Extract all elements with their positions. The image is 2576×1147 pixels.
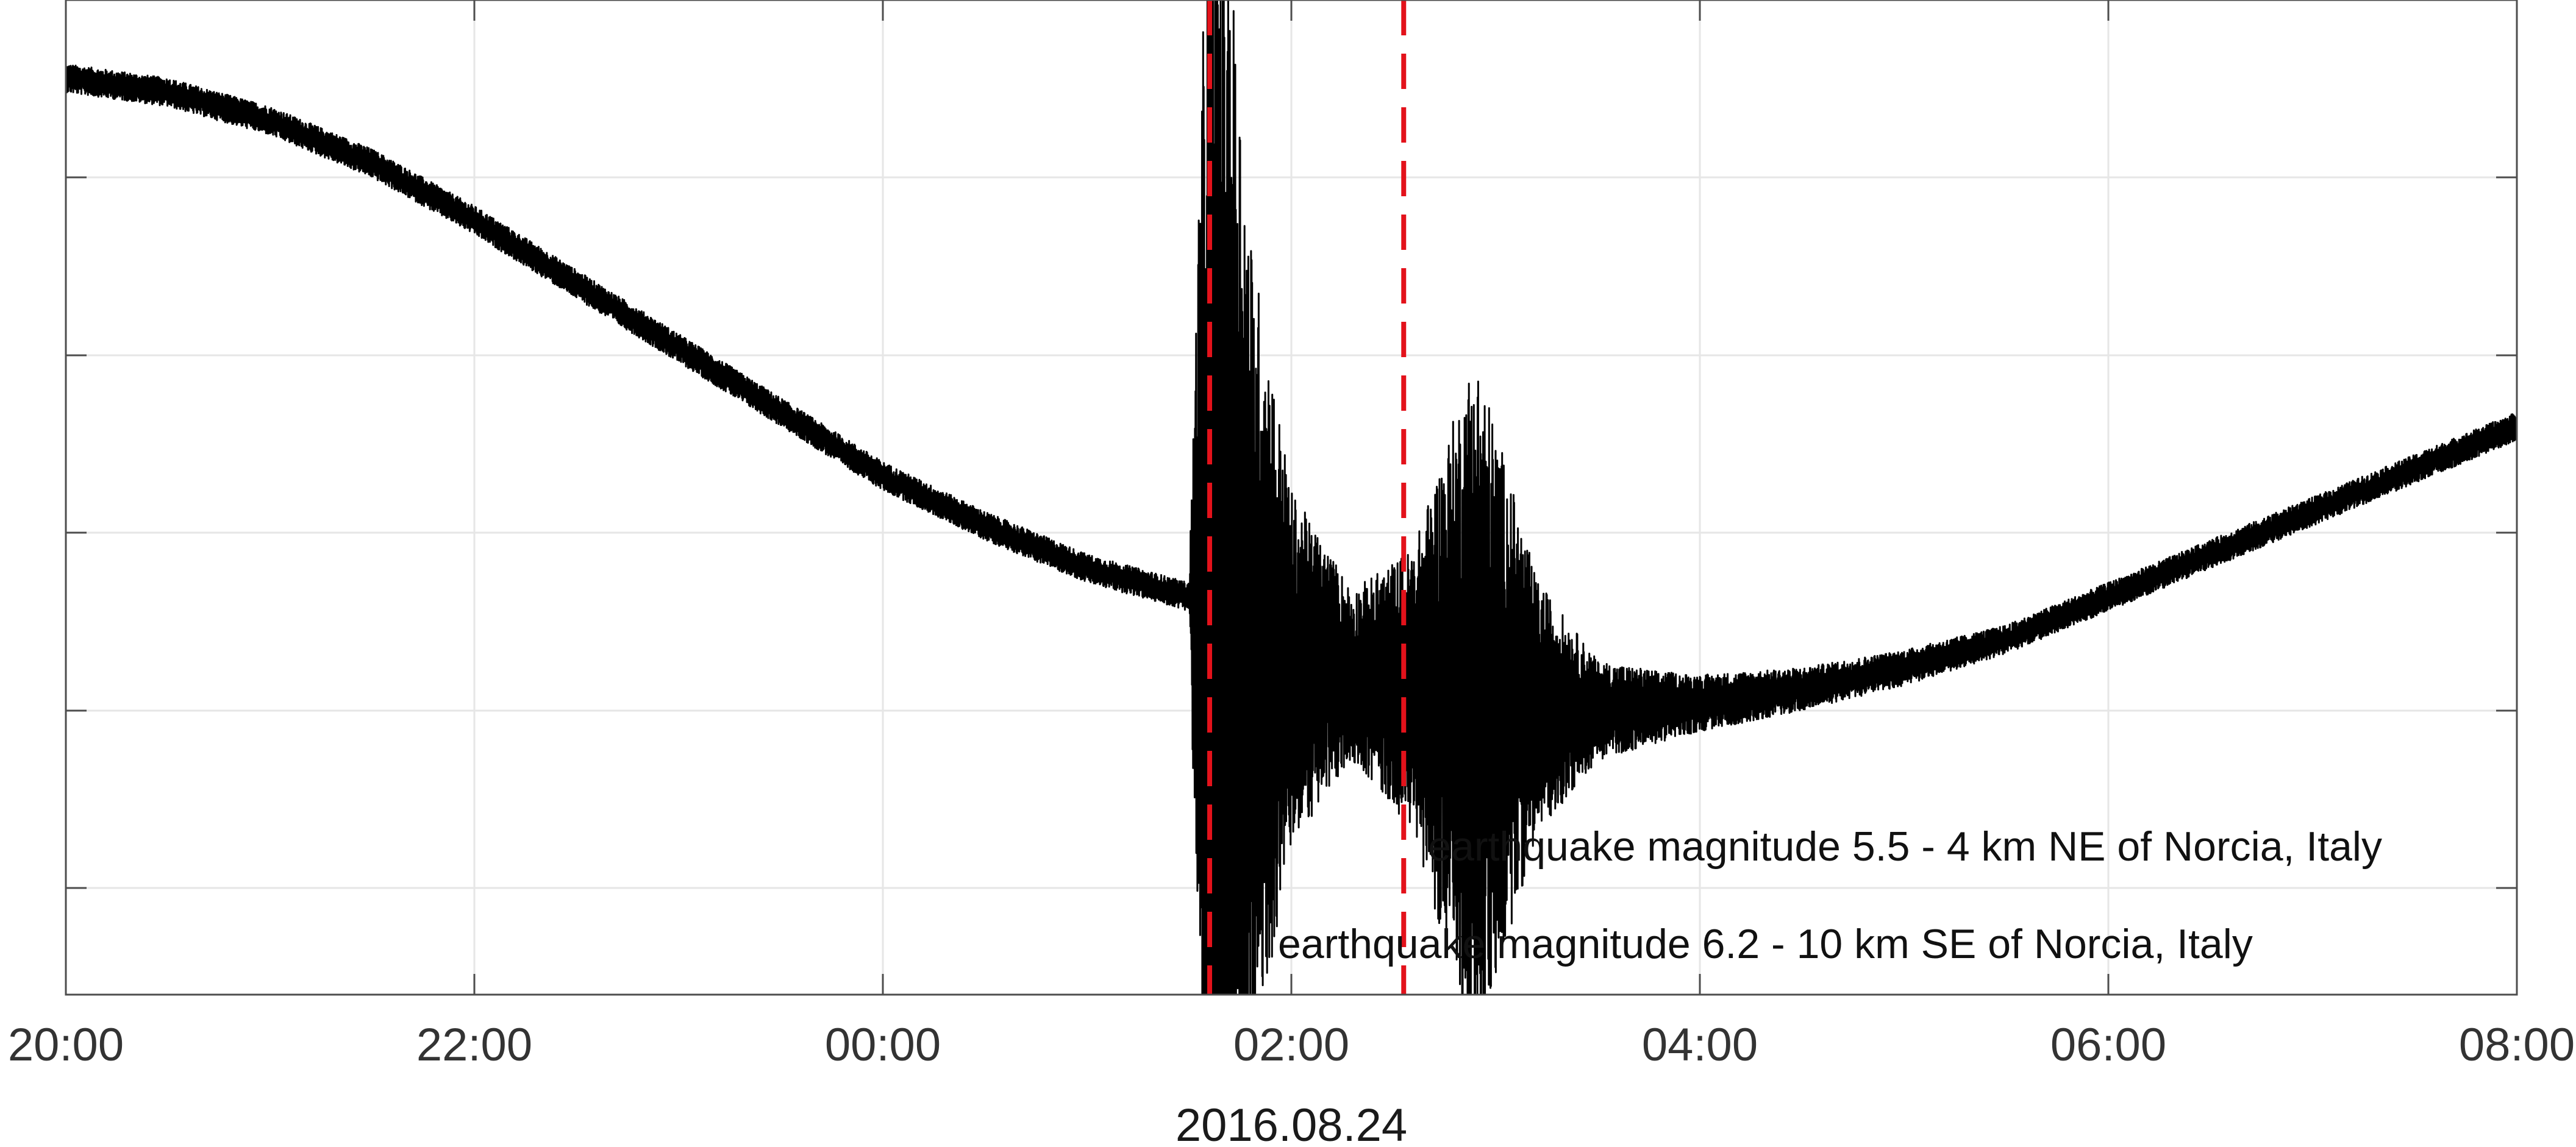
x-tick-label: 08:00 xyxy=(2459,1019,2575,1071)
axis-ticks xyxy=(65,0,2518,995)
x-tick-label: 20:00 xyxy=(8,1019,124,1071)
event-annotation-1: earthquake magnitude 6.2 - 10 km SE of N… xyxy=(1278,921,2253,967)
x-axis-label: 2016.08.24 xyxy=(1176,1099,1407,1147)
x-tick-labels: 20:00 22:00 00:00 02:00 04:00 06:00 08:00 xyxy=(8,1019,2575,1071)
x-tick-label: 04:00 xyxy=(1642,1019,1758,1071)
event-annotation-2: earthquake magnitude 5.5 - 4 km NE of No… xyxy=(1428,823,2382,870)
x-tick-label: 02:00 xyxy=(1233,1019,1349,1071)
event-markers xyxy=(1207,0,1407,995)
x-tick-label: 06:00 xyxy=(2050,1019,2166,1071)
x-tick-label: 22:00 xyxy=(416,1019,532,1071)
event-annotations: earthquake magnitude 6.2 - 10 km SE of N… xyxy=(1278,823,2382,967)
seismic-trace-line xyxy=(65,0,2518,996)
x-tick-label: 00:00 xyxy=(825,1019,941,1071)
seismic-trace xyxy=(65,0,2518,996)
